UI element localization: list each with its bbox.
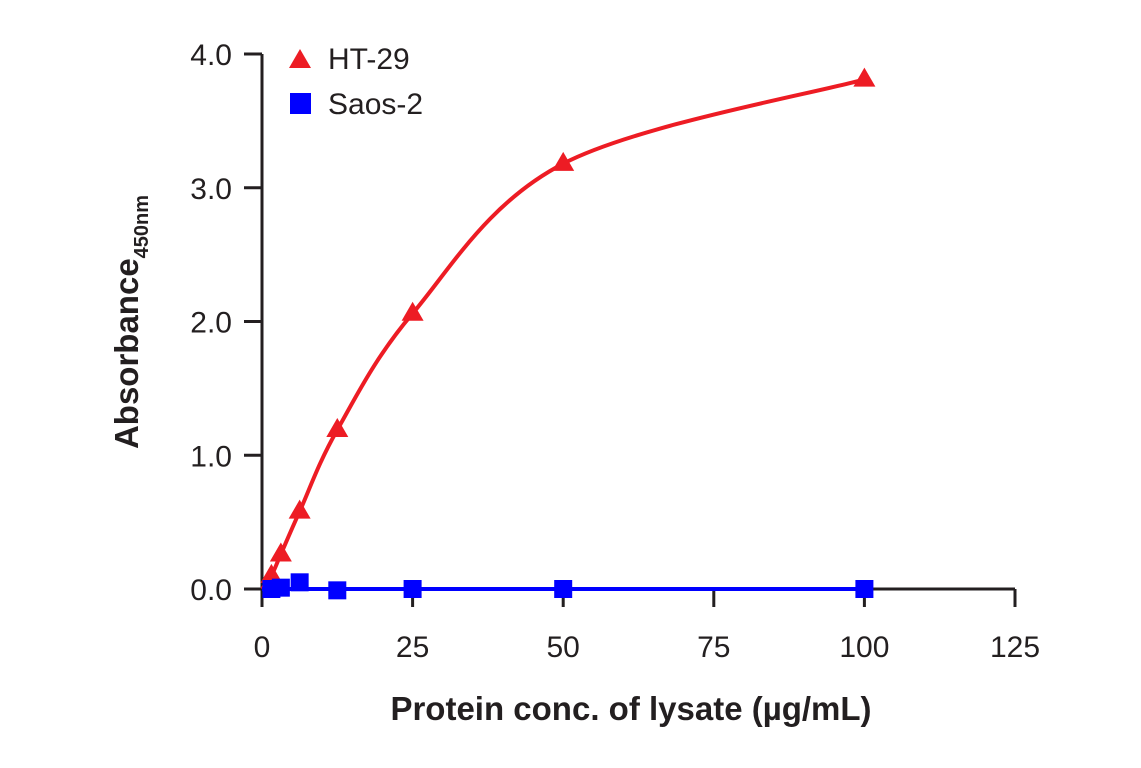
y-tick-label-3.0: 3.0 <box>190 173 232 206</box>
data-point-saos-2-2 <box>290 573 309 592</box>
legend-marker-ht-29 <box>289 49 311 68</box>
x-tick-label-0: 0 <box>254 631 271 664</box>
data-point-saos-2-1 <box>271 578 290 597</box>
y-axis-title-subscript: 450nm <box>131 195 153 258</box>
y-axis-title-main: Absorbance <box>108 258 145 449</box>
ticks: 0 25 50 75 100 125 0.0 1.0 2.0 3.0 4.0 <box>190 39 1040 664</box>
legend-label-ht-29: HT-29 <box>328 43 410 76</box>
data-point-ht-29-5 <box>552 151 575 171</box>
x-tick-label-100: 100 <box>839 631 889 664</box>
markers <box>260 67 876 600</box>
data-point-saos-2-4 <box>403 580 422 598</box>
data-point-ht-29-3 <box>326 418 349 438</box>
y-axis-title: Absorbance450nm <box>108 195 153 449</box>
y-tick-label-2.0: 2.0 <box>190 307 232 340</box>
y-tick-label-4.0: 4.0 <box>190 39 232 72</box>
data-point-saos-2-5 <box>554 580 573 598</box>
y-tick-label-1.0: 1.0 <box>190 440 232 473</box>
data-point-ht-29-0 <box>260 563 283 583</box>
y-tick-label-0.0: 0.0 <box>190 574 232 607</box>
x-tick-label-125: 125 <box>990 631 1040 664</box>
data-point-ht-29-1 <box>269 542 292 562</box>
data-point-saos-2-3 <box>328 581 347 600</box>
data-point-ht-29-2 <box>288 499 311 519</box>
x-tick-label-25: 25 <box>396 631 429 664</box>
x-tick-label-75: 75 <box>697 631 730 664</box>
legend-label-saos-2: Saos-2 <box>328 88 423 121</box>
x-tick-label-50: 50 <box>547 631 580 664</box>
data-point-saos-2-6 <box>855 580 874 598</box>
x-axis-title: Protein conc. of lysate (µg/mL) <box>390 690 871 727</box>
legend-marker-saos-2 <box>290 93 311 114</box>
legend: HT-29 Saos-2 <box>289 43 423 121</box>
data-point-ht-29-4 <box>401 301 424 321</box>
series-line-ht-29 <box>260 77 865 591</box>
data-point-ht-29-6 <box>853 67 876 87</box>
